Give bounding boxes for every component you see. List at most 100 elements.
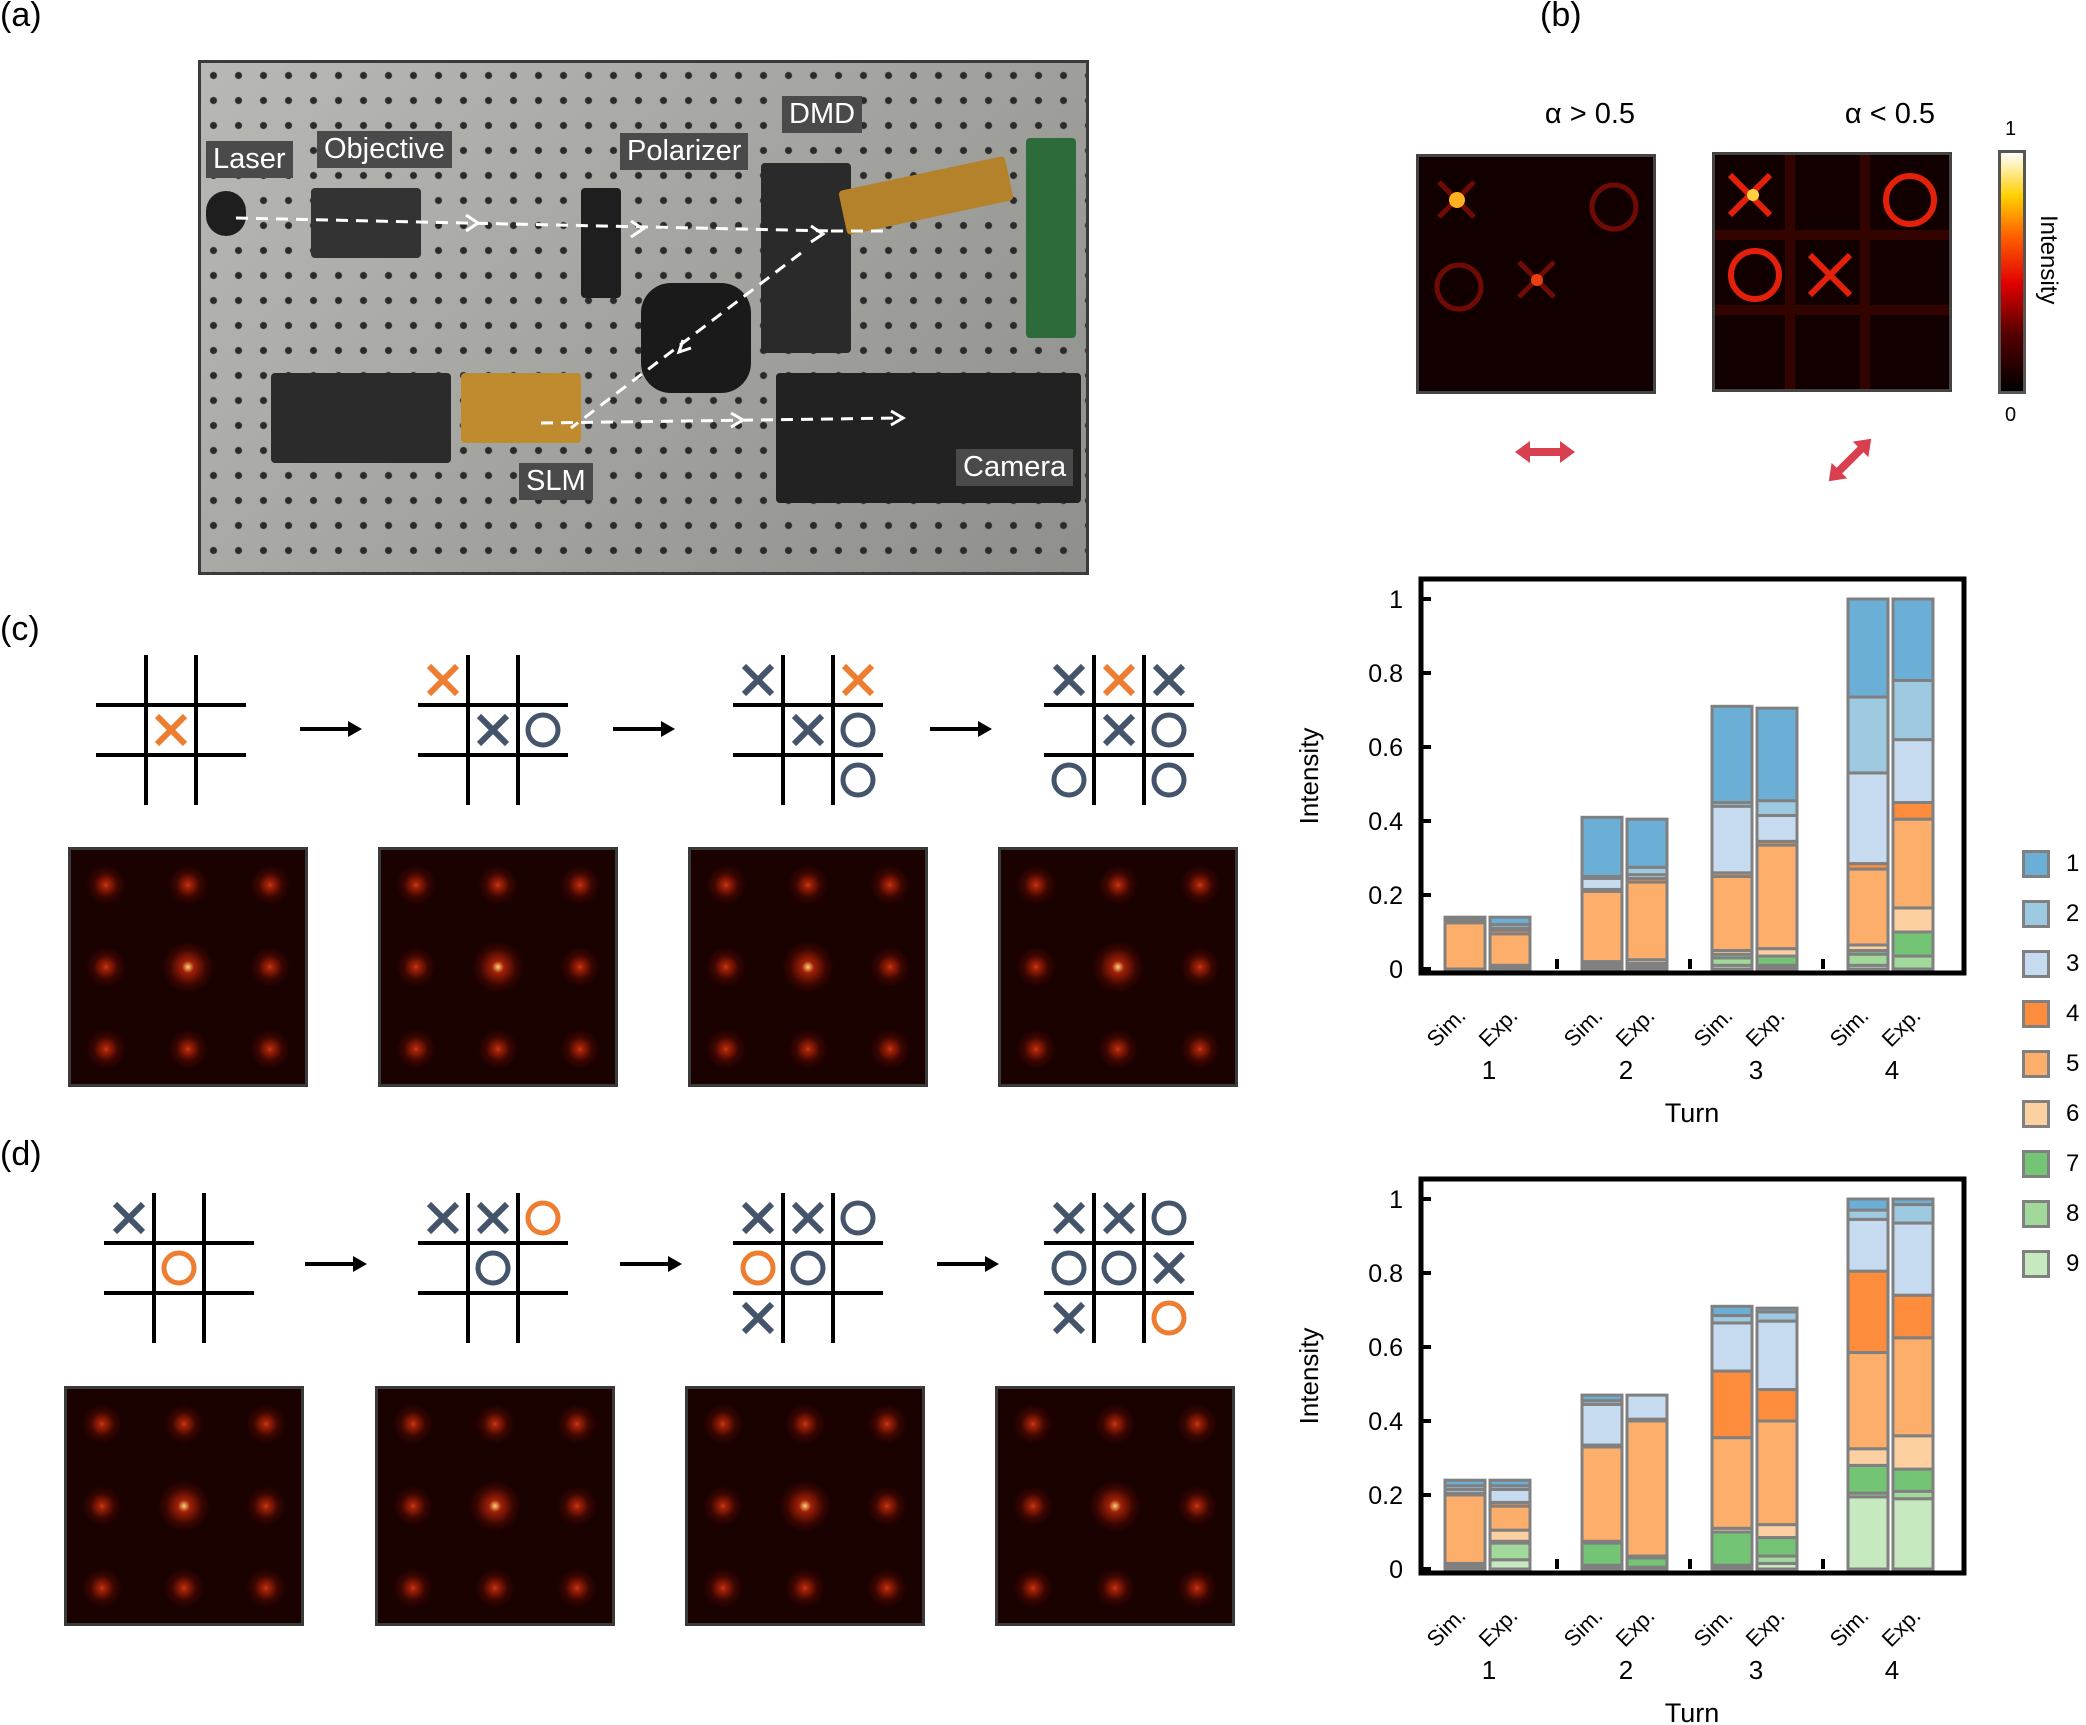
bar-segment-3 [1580, 1402, 1624, 1447]
o-mark [475, 1250, 511, 1286]
x-mark [426, 663, 460, 697]
bar-label: Exp. [1877, 1003, 1926, 1052]
o-mark [525, 712, 561, 748]
legend-item: 6 [2022, 1100, 2079, 1128]
bar-segment-1 [1891, 597, 1935, 682]
legend-item: 1 [2022, 850, 2079, 878]
pattern-marks [1715, 155, 1949, 389]
camera-image-d-4 [995, 1386, 1235, 1626]
o-mark [1151, 1200, 1187, 1236]
board-grid [96, 655, 246, 805]
panel-label-a: (a) [0, 0, 42, 34]
panel-label-d: (d) [0, 1135, 42, 1173]
board-grid [104, 1193, 254, 1343]
bar-segment-1 [1710, 1304, 1754, 1318]
legend-label: 9 [2066, 1250, 2080, 1277]
bar-segment-5 [1891, 1336, 1935, 1438]
bar-segment-6 [1755, 1523, 1799, 1540]
x-mark [1102, 1201, 1136, 1235]
legend-swatch [2022, 950, 2050, 978]
legend-item: 5 [2022, 1050, 2079, 1078]
bar-segment-1 [1443, 915, 1487, 921]
bar-segment-7 [1710, 1530, 1754, 1567]
camera-image-d-3 [685, 1386, 925, 1626]
colorbar-label: Intensity [2035, 215, 2062, 305]
bar-label: Sim. [1422, 1003, 1471, 1052]
x-mark [154, 713, 188, 747]
bar-segment-5 [1625, 1419, 1669, 1558]
bar-segment-9 [1846, 1495, 1890, 1571]
o-mark [790, 1250, 826, 1286]
bar-segment-5 [1710, 875, 1754, 952]
photo-label-camera: Camera [956, 449, 1074, 486]
board-grid [733, 655, 883, 805]
plot-frame [1418, 576, 1967, 976]
bar-label: Sim. [1825, 1003, 1874, 1052]
pattern-image-alpha-lt [1712, 152, 1952, 392]
bar-label: Sim. [1559, 1003, 1608, 1052]
panel-label-b: (b) [1540, 0, 1582, 34]
bar-segment-1 [1846, 597, 1890, 699]
panel-label-c: (c) [0, 610, 40, 648]
bar-segment-6 [1891, 1434, 1935, 1471]
legend-label: 8 [2066, 1200, 2080, 1227]
y-tick-label: 1 [1389, 586, 1403, 614]
tic-tac-toe-board-d-3 [733, 1193, 883, 1343]
bar-segment-1 [1891, 1197, 1935, 1207]
legend-label: 6 [2066, 1100, 2080, 1127]
x-mark [791, 1201, 825, 1235]
legend-label: 1 [2066, 850, 2080, 877]
legend-swatch [2022, 1100, 2050, 1128]
bar-segment-6 [1891, 906, 1935, 934]
board-grid [733, 1193, 883, 1343]
bar-segment-4 [1846, 1269, 1890, 1355]
x-mark [741, 663, 775, 697]
legend-label: 7 [2066, 1150, 2080, 1177]
bar-label: Exp. [1474, 1003, 1523, 1052]
bar-segment-1 [1580, 1393, 1624, 1403]
bar-label: Sim. [1689, 1603, 1738, 1652]
x-mark [476, 713, 510, 747]
legend-item: 9 [2022, 1250, 2079, 1278]
legend-item: 3 [2022, 950, 2079, 978]
y-tick-label: 0.6 [1368, 1334, 1403, 1362]
bar-segment-3 [1580, 876, 1624, 891]
pattern-title-alpha-lt: α < 0.5 [1844, 98, 1936, 130]
bar-segment-3 [1846, 771, 1890, 866]
bar-segment-4 [1891, 801, 1935, 821]
bar-segment-3 [1891, 1221, 1935, 1297]
bar-segment-6 [1488, 1528, 1532, 1543]
x-mark [1152, 663, 1186, 697]
x-mark [1052, 1201, 1086, 1235]
x-mark [841, 663, 875, 697]
board-grid [1044, 655, 1194, 805]
x-mark [791, 713, 825, 747]
bar-segment-9 [1891, 1497, 1935, 1571]
bar-label: Exp. [1741, 1003, 1790, 1052]
x-category-label: 4 [1885, 1055, 1899, 1085]
o-mark [840, 1200, 876, 1236]
bar-segment-1 [1488, 1478, 1532, 1488]
bar-segment-3 [1755, 813, 1799, 843]
bar-segment-7 [1891, 1467, 1935, 1493]
x-axis-label: Turn [1665, 1098, 1720, 1128]
bar-segment-3 [1846, 1217, 1890, 1273]
o-mark [525, 1200, 561, 1236]
bar-segment-5 [1710, 1436, 1754, 1530]
o-mark [161, 1250, 197, 1286]
bar-segment-1 [1625, 817, 1669, 869]
bar-segment-3 [1625, 1393, 1669, 1421]
bar-segment-3 [1710, 804, 1754, 875]
legend-swatch [2022, 1250, 2050, 1278]
o-mark [1151, 712, 1187, 748]
bar-segment-5 [1443, 1493, 1487, 1565]
colorbar-min: 0 [2005, 404, 2017, 426]
bar-segment-1 [1755, 706, 1799, 803]
photo-label-laser: Laser [206, 141, 293, 178]
legend-item: 7 [2022, 1150, 2079, 1178]
board-grid [418, 1193, 568, 1343]
y-tick-label: 0 [1389, 956, 1403, 984]
bar-segment-3 [1710, 1321, 1754, 1373]
board-grid [1044, 1193, 1194, 1343]
pattern-image-alpha-gt [1416, 154, 1656, 394]
